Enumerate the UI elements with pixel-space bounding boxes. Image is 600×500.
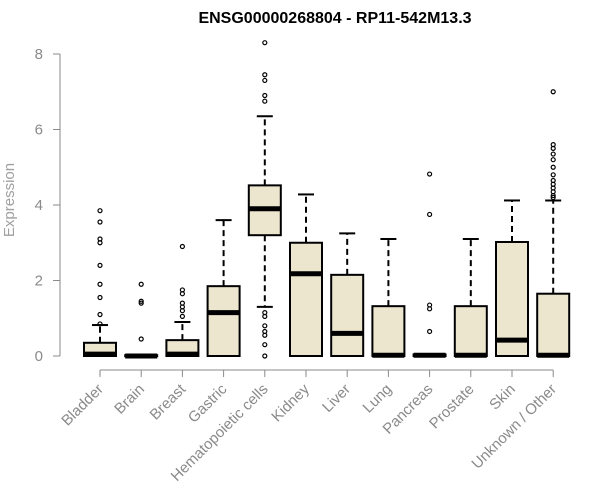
outlier-point (262, 92, 268, 99)
y-tick-label: 4 (35, 197, 43, 214)
x-tick-label: Lung (360, 381, 396, 417)
outlier-point (262, 313, 268, 319)
y-axis-label: Expression (1, 163, 18, 237)
outlier-point (262, 353, 268, 359)
box-liver (330, 232, 365, 357)
outlier-point (550, 164, 556, 170)
outlier-point (550, 192, 556, 199)
outlier-point (262, 332, 268, 338)
box-iqr (536, 292, 571, 357)
box-iqr (371, 305, 406, 358)
outlier-point (427, 171, 433, 177)
outlier-point (97, 219, 103, 225)
box-iqr (330, 273, 365, 357)
x-tick-label: Breast (147, 380, 190, 423)
box-breast (165, 243, 200, 357)
outlier-point (550, 145, 556, 151)
outlier-point (550, 172, 556, 178)
x-tick-label: Skin (486, 381, 519, 414)
box-iqr (289, 241, 323, 357)
outlier-point (97, 294, 103, 301)
outlier-point (262, 77, 268, 84)
box-skin (495, 199, 529, 357)
outlier-point (179, 308, 185, 314)
chart-title: ENSG00000268804 - RP11-542M13.3 (198, 10, 471, 27)
outlier-point (97, 262, 103, 268)
box-bladder (83, 208, 117, 358)
x-tick-label: Bladder (58, 381, 107, 430)
outlier-point (427, 211, 433, 218)
x-tick-label: Liver (319, 381, 354, 416)
outlier-point (427, 328, 433, 335)
box-kidney (289, 193, 323, 357)
box-iqr (453, 305, 488, 358)
outlier-point (550, 151, 556, 157)
outlier-point (262, 72, 268, 78)
y-tick-label: 0 (35, 348, 43, 365)
outlier-point (138, 298, 144, 304)
y-tick-label: 6 (35, 122, 43, 139)
outlier-point (179, 243, 185, 250)
box-unknown-other (536, 89, 571, 358)
x-tick-label: Kidney (268, 380, 313, 425)
outlier-point (138, 300, 144, 306)
box-iqr (206, 285, 241, 358)
outlier-point (97, 281, 103, 287)
box-brain (124, 281, 159, 359)
box-hematopoietic-cells (247, 40, 282, 359)
outlier-point (550, 89, 556, 95)
outlier-point (97, 240, 103, 246)
box-pancreas (412, 171, 447, 358)
y-tick-label: 2 (35, 273, 43, 290)
boxes-group (83, 40, 571, 359)
outlier-point (262, 323, 268, 329)
outlier-point (97, 321, 103, 327)
outlier-point (262, 40, 268, 46)
outlier-point (179, 291, 185, 297)
outlier-point (550, 194, 556, 201)
y-tick-label: 8 (35, 46, 43, 63)
y-axis: 0 2 4 6 8 (35, 46, 61, 365)
box-prostate (453, 237, 488, 358)
outlier-point (138, 281, 144, 287)
outlier-point (550, 157, 556, 163)
outlier-point (262, 342, 268, 348)
box-lung (371, 237, 406, 358)
outlier-point (97, 208, 103, 214)
outlier-point (97, 311, 103, 318)
outlier-point (262, 98, 268, 104)
box-gastric (206, 219, 241, 358)
outlier-point (427, 306, 433, 312)
box-iqr (495, 240, 529, 357)
x-tick-label: Brain (111, 381, 148, 418)
outlier-point (138, 336, 144, 342)
outlier-point (179, 313, 185, 319)
x-tick-label: Prostate (426, 381, 478, 433)
